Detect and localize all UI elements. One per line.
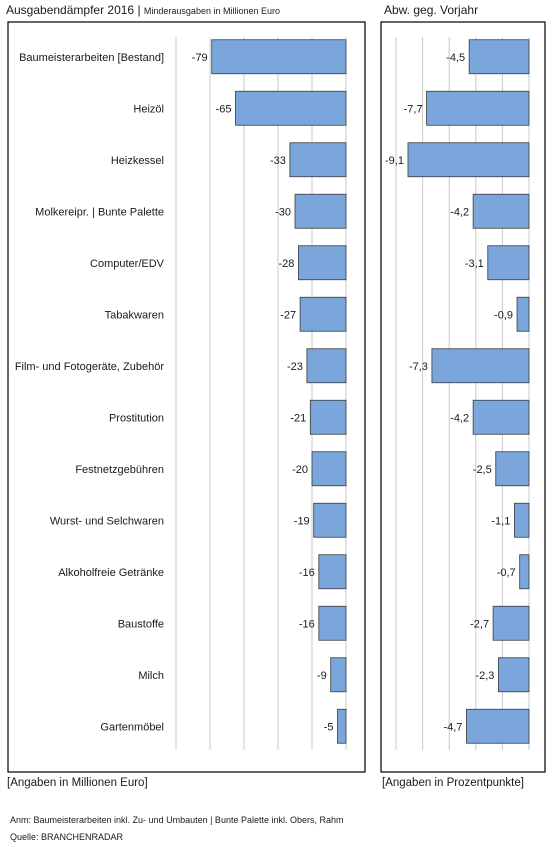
category-label: Baumeisterarbeiten [Bestand] [19, 52, 164, 64]
right-value-labels: -4,5 -7,7 -9,1 -4,2 -3,1 -0,9 -7,3 -4,2 -2,5 -1,1… [385, 52, 516, 734]
right-bar [472, 399, 530, 435]
right-value-label: -4,2 [450, 206, 469, 218]
right-value-label: -4,5 [446, 52, 465, 64]
right-bar [431, 348, 530, 384]
left-value-label: -21 [290, 412, 306, 424]
right-value-label: -2,5 [473, 464, 492, 476]
left-unit-note: [Angaben in Millionen Euro] [7, 777, 148, 789]
right-bar [468, 39, 530, 75]
footnote: Anm: Baumeisterarbeiten inkl. Zu- und Um… [10, 815, 344, 825]
left-bar [294, 193, 347, 229]
right-chart-title: Abw. geg. Vorjahr [384, 3, 479, 17]
right-bar [498, 657, 530, 693]
category-label: Heizöl [133, 103, 164, 115]
right-value-label: -7,3 [409, 361, 428, 373]
left-value-label: -28 [278, 258, 294, 270]
right-value-label: -1,1 [491, 515, 510, 527]
left-value-label: -16 [299, 618, 315, 630]
left-value-label: -20 [292, 464, 308, 476]
category-label: Milch [138, 670, 164, 682]
right-value-label: -4,2 [450, 412, 469, 424]
left-bar [313, 502, 347, 538]
category-label: Molkereipr. | Bunte Palette [35, 206, 164, 218]
right-value-label: -2,3 [475, 670, 494, 682]
left-bar [289, 142, 347, 178]
category-label: Film- und Fotogeräte, Zubehör [15, 361, 165, 373]
right-unit-note: [Angaben in Prozentpunkte] [382, 777, 524, 789]
right-value-label: -2,7 [470, 618, 489, 630]
category-label: Computer/EDV [90, 258, 165, 270]
left-value-label: -19 [294, 515, 310, 527]
left-chart-frame [7, 21, 366, 773]
left-value-label: -33 [270, 155, 286, 167]
left-title-text: Ausgabendämpfer 2016 [6, 3, 135, 17]
left-bar [235, 90, 347, 126]
right-value-label: -7,7 [404, 103, 423, 115]
category-label: Wurst- und Selchwaren [50, 515, 164, 527]
right-bar [487, 245, 530, 281]
right-bar [516, 296, 530, 332]
right-bar [495, 451, 530, 487]
right-bar [472, 193, 530, 229]
left-bar [306, 348, 347, 384]
left-value-label: -5 [324, 721, 334, 733]
left-value-label: -65 [216, 103, 232, 115]
right-bar [426, 90, 530, 126]
left-bar [318, 554, 347, 590]
left-bar [309, 399, 347, 435]
left-value-label: -9 [317, 670, 327, 682]
category-label: Prostitution [109, 412, 164, 424]
source-note: Quelle: BRANCHENRADAR [10, 832, 124, 842]
left-bar [299, 296, 347, 332]
category-label: Gartenmöbel [100, 721, 164, 733]
category-label: Heizkessel [111, 155, 164, 167]
left-value-label: -30 [275, 206, 291, 218]
right-bar [513, 502, 530, 538]
right-value-label: -4,7 [444, 721, 463, 733]
category-label: Tabakwaren [105, 309, 164, 321]
left-value-label: -79 [192, 52, 208, 64]
right-bars [407, 39, 530, 744]
right-bar [407, 142, 530, 178]
left-value-labels: -79 -65 -33 -30 -28 -27 -23 -21 -20 -19 -16 -16 -9 -5 [192, 52, 334, 734]
left-chart-title: Ausgabendämpfer 2016 | Minderausgaben in… [6, 3, 280, 17]
category-label: Festnetzgebühren [75, 464, 164, 476]
right-bar [492, 605, 530, 641]
category-label: Baustoffe [118, 618, 164, 630]
left-value-label: -27 [280, 309, 296, 321]
right-value-label: -0,9 [494, 309, 513, 321]
right-chart-frame [380, 21, 546, 773]
left-bar [337, 708, 347, 744]
right-value-label: -3,1 [465, 258, 484, 270]
left-bar [311, 451, 347, 487]
left-bar [297, 245, 347, 281]
left-value-label: -16 [299, 567, 315, 579]
left-bar [211, 39, 347, 75]
right-bar [466, 708, 530, 744]
left-bar [330, 657, 347, 693]
right-bar [519, 554, 530, 590]
left-subtitle: Minderausgaben in Millionen Euro [143, 6, 280, 16]
category-label: Alkoholfreie Getränke [58, 567, 164, 579]
left-value-label: -23 [287, 361, 303, 373]
right-value-label: -9,1 [385, 155, 404, 167]
category-labels: Baumeisterarbeiten [Bestand] Heizöl Heizke… [15, 52, 165, 734]
left-bar [318, 605, 347, 641]
left-bars [211, 39, 347, 744]
right-value-label: -0,7 [497, 567, 516, 579]
